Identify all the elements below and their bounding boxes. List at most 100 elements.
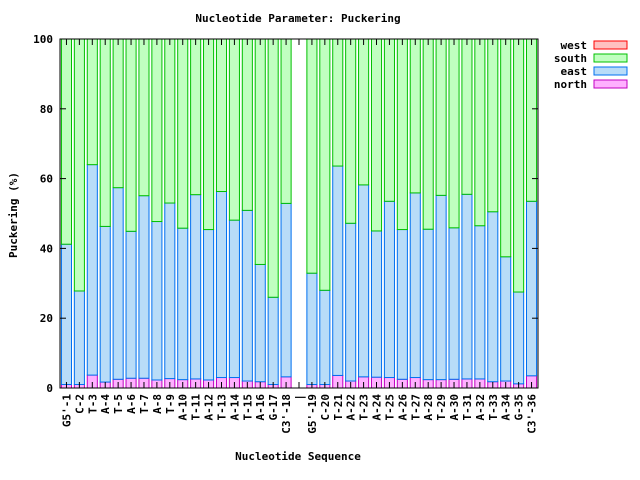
bar-east-10 [190, 194, 202, 380]
bar-south-26 [396, 38, 408, 231]
y-axis-label: Puckering (%) [7, 172, 20, 258]
x-tick-label: A-28 [422, 394, 435, 421]
bar-group [60, 38, 538, 389]
x-tick-label: A-8 [151, 394, 164, 414]
bar-south-14 [241, 38, 253, 211]
x-axis-label: Nucleotide Sequence [235, 450, 361, 463]
x-tick-label: T-3 [86, 394, 99, 414]
x-tick-label: T-33 [487, 394, 500, 421]
bar-east-29 [435, 194, 447, 381]
bar-south-34 [500, 38, 512, 258]
chart-title: Nucleotide Parameter: Puckering [195, 12, 400, 25]
x-tick-label: A-4 [99, 394, 112, 414]
x-tick-label: T-7 [138, 394, 151, 414]
bar-south-2 [86, 38, 98, 166]
bar-east-8 [164, 202, 176, 380]
x-tick-label: G-35 [513, 394, 526, 421]
bar-east-17 [280, 202, 292, 378]
bar-south-32 [474, 38, 486, 227]
x-tick-label: T-9 [164, 394, 177, 414]
bar-east-1 [73, 290, 85, 386]
x-tick-label: T-21 [332, 394, 345, 421]
x-tick-label: A-24 [371, 394, 384, 421]
bar-south-5 [125, 38, 137, 232]
bar-east-6 [138, 195, 150, 379]
bar-south-29 [435, 38, 447, 196]
bar-east-28 [422, 228, 434, 381]
bar-east-30 [448, 227, 460, 380]
x-tick-label: | [293, 394, 306, 401]
bar-south-1 [73, 38, 85, 292]
bar-south-7 [151, 38, 163, 223]
x-tick-label: T-5 [112, 394, 125, 414]
bar-south-33 [487, 38, 499, 213]
bar-south-13 [228, 38, 240, 221]
bar-east-21 [332, 165, 344, 376]
bar-east-27 [409, 192, 421, 379]
legend-swatch-north [593, 79, 628, 89]
bar-south-25 [383, 38, 395, 202]
bar-east-9 [177, 227, 189, 381]
x-tick-label: T-29 [435, 394, 448, 421]
legend-swatch-south [593, 53, 628, 63]
y-tick-label: 80 [40, 103, 53, 116]
x-tick-label: A-14 [228, 394, 241, 421]
bar-south-21 [332, 38, 344, 167]
x-tick-label: T-15 [241, 394, 254, 421]
bar-east-26 [396, 229, 408, 380]
x-tick-label: C3'-18 [280, 394, 293, 434]
bar-east-34 [500, 256, 512, 382]
x-tick-label: T-27 [409, 394, 422, 421]
x-tick-label: A-16 [254, 394, 267, 421]
bar-east-16 [267, 296, 279, 386]
bar-south-19 [306, 38, 318, 274]
bar-east-32 [474, 225, 486, 380]
x-tick-label: T-31 [461, 394, 474, 421]
y-tick-label: 100 [33, 33, 53, 46]
bar-east-14 [241, 209, 253, 382]
x-tick-label: C-20 [319, 394, 332, 421]
x-tick-label: T-23 [358, 394, 371, 421]
bar-south-35 [513, 38, 525, 293]
x-tick-label: A-34 [500, 394, 513, 421]
bar-south-4 [112, 38, 124, 189]
x-tick-label: T-11 [190, 394, 203, 421]
bar-east-25 [383, 200, 395, 379]
bar-east-19 [306, 272, 318, 386]
bar-east-7 [151, 221, 163, 381]
x-tick-label: G-17 [267, 394, 280, 421]
legend-label-north: north [554, 78, 587, 91]
bar-south-28 [422, 38, 434, 230]
bar-east-12 [215, 191, 228, 379]
y-tick-label: 60 [40, 173, 53, 186]
bar-south-27 [409, 38, 421, 194]
x-tick-label: C3'-36 [526, 394, 539, 434]
x-tick-label: T-25 [383, 394, 396, 421]
legend-label-south: south [554, 52, 587, 65]
bar-south-22 [345, 38, 357, 224]
bar-south-31 [461, 38, 473, 195]
bar-east-11 [203, 229, 215, 381]
x-tick-label: A-32 [474, 394, 487, 421]
bar-east-24 [370, 230, 383, 378]
bar-east-22 [345, 222, 357, 382]
bar-east-13 [228, 219, 240, 379]
legend-swatch-east [593, 66, 628, 76]
bar-east-3 [99, 225, 111, 383]
y-tick-label: 0 [46, 382, 53, 395]
x-tick-label: A-30 [448, 394, 461, 421]
y-tick-label: 20 [40, 312, 53, 325]
x-tick-label: A-26 [396, 394, 409, 421]
y-tick-label: 40 [40, 242, 53, 255]
legend-swatch-west [593, 40, 628, 50]
bar-south-9 [177, 38, 189, 229]
bar-south-23 [358, 38, 370, 186]
bar-south-6 [138, 38, 150, 197]
bar-south-36 [526, 38, 538, 202]
x-tick-label: A-12 [203, 394, 216, 421]
bar-east-4 [112, 187, 124, 380]
legend-label-east: east [561, 65, 588, 78]
bar-south-11 [203, 38, 215, 231]
